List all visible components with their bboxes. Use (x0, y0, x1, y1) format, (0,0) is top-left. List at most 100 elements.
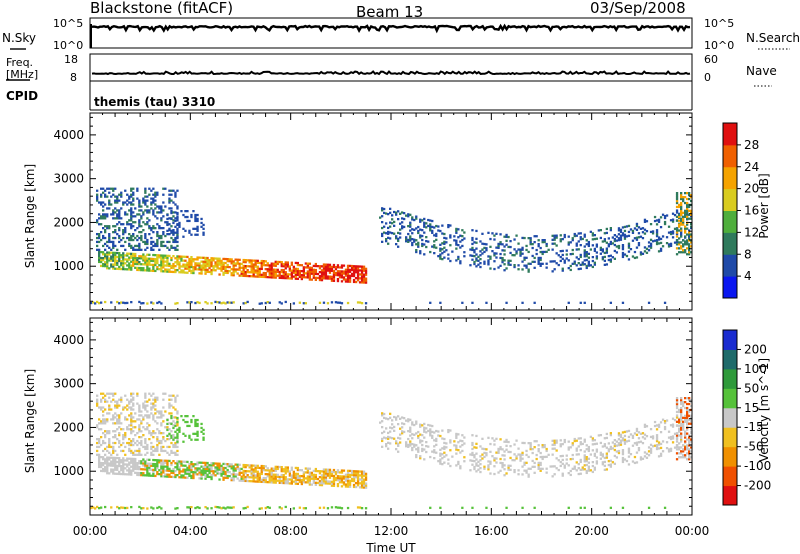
velocity-echo-cell (320, 474, 324, 477)
velocity-echo-cell (120, 422, 123, 425)
power-echo-cell (122, 262, 125, 265)
velocity-echo-cell (411, 437, 414, 440)
velocity-echo-cell (110, 392, 113, 395)
power-echo-cell (328, 275, 332, 278)
velocity-echo-cell (182, 476, 185, 479)
velocity-echo-cell (130, 416, 133, 419)
power-echo-cell (499, 256, 502, 260)
power-echo-cell (118, 267, 121, 271)
velocity-echo-cell (164, 449, 167, 453)
power-echo-cell (389, 231, 392, 234)
velocity-echo-cell (146, 404, 149, 407)
velocity-echo-cell (557, 459, 560, 462)
power-echo-cell (625, 254, 629, 258)
velocity-echo-cell (282, 468, 285, 471)
velocity-echo-cell (116, 420, 119, 423)
power-echo-cell (409, 237, 412, 240)
velocity-echo-cell (559, 443, 562, 446)
power-echo-cell (104, 255, 107, 258)
power-echo-cell (513, 238, 516, 241)
power-echo-cell (278, 276, 281, 279)
velocity-echo-cell (102, 441, 105, 445)
power-echo-cell (509, 263, 512, 266)
velocity-echo-cell (495, 437, 498, 440)
velocity-echo-cell (457, 433, 460, 436)
velocity-echo-pixels (90, 392, 693, 510)
power-echo-cell (176, 215, 179, 219)
velocity-echo-cell (439, 458, 442, 461)
velocity-echo-cell (100, 461, 103, 465)
power-echo-cell (493, 267, 496, 271)
velocity-echo-cell (156, 445, 159, 449)
nsearch-tick-top: 10^5 (704, 17, 734, 30)
velocity-echo-cell (435, 451, 438, 454)
velocity-echo-cell (354, 476, 358, 479)
velocity-echo-cell (663, 421, 667, 425)
power-echo-cell (146, 259, 149, 262)
velocity-echo-cell (168, 438, 171, 441)
power-echo-cell (342, 276, 346, 279)
power-echo-cell (423, 217, 426, 221)
velocity-echo-cell (336, 484, 340, 488)
velocity-echo-cell (116, 422, 119, 425)
power-echo-cell (106, 227, 109, 230)
velocity-echo-cell (657, 425, 661, 428)
velocity-echo-cell (423, 428, 426, 431)
velocity-echo-cell (643, 455, 647, 458)
power-echo-cell (270, 268, 273, 271)
velocity-echo-cell (138, 449, 141, 453)
velocity-echo-cell (100, 469, 103, 473)
velocity-echo-cell (565, 454, 568, 457)
velocity-echo-cell (479, 459, 482, 462)
power-echo-cell (326, 265, 330, 268)
power-echo-cell (529, 241, 532, 244)
power-echo-cell (360, 269, 364, 272)
velocity-echo-cell (389, 436, 392, 439)
velocity-echo-cell (395, 442, 398, 445)
power-echo-cell (686, 253, 689, 256)
velocity-echo-cell (102, 456, 105, 459)
power-echo-cell (443, 250, 446, 253)
velocity-echo-cell (690, 431, 693, 435)
power-echo-cell (142, 240, 145, 244)
power-echo-cell (332, 277, 336, 280)
power-echo-cell (611, 256, 615, 259)
power-echo-cell (144, 233, 147, 236)
velocity-echo-cell (587, 467, 591, 470)
power-echo-cell (593, 237, 597, 241)
velocity-echo-cell (142, 468, 145, 471)
power-echo-cell (254, 263, 257, 266)
power-echo-cell (152, 259, 155, 263)
power-echo-cell (686, 217, 689, 220)
power-echo-cell (106, 213, 109, 216)
velocity-echo-cell (168, 402, 171, 405)
velocity-echo-cell (260, 480, 263, 483)
velocity-echo-cell (170, 434, 173, 437)
power-echo-cell (200, 266, 203, 269)
power-echo-cell (407, 215, 410, 218)
power-echo-cell (553, 268, 556, 271)
power-echo-cell (286, 275, 290, 278)
velocity-echo-cell (288, 470, 292, 473)
power-echo-cell (364, 281, 368, 284)
power-echo-cell (108, 191, 111, 194)
velocity-echo-cell (160, 475, 163, 478)
power-echo-cell (192, 260, 195, 263)
velocity-echo-cell (114, 472, 117, 475)
power-echo-cell (198, 262, 201, 265)
power-echo-cell (395, 211, 398, 214)
power-echo-cell (680, 207, 683, 211)
power-echo-cell (571, 237, 574, 240)
velocity-echo-cell (360, 484, 364, 487)
velocity-echo-cell (168, 394, 171, 397)
velocity-echo-cell (118, 441, 121, 445)
power-echo-cell (415, 249, 418, 252)
power-echo-cell (298, 269, 302, 273)
velocity-echo-cell (545, 455, 548, 458)
power-echo-cell (110, 248, 113, 251)
velocity-echo-cell (134, 412, 137, 415)
velocity-echo-cell (324, 482, 328, 485)
velocity-echo-cell (146, 472, 149, 475)
power-echo-cell (425, 240, 428, 243)
